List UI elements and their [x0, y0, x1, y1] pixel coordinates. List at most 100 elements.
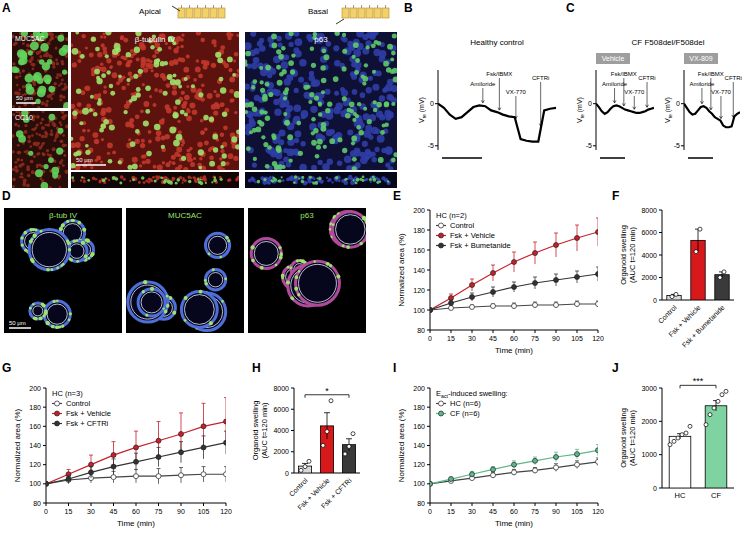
cell: [20, 172, 23, 175]
cell: [181, 34, 184, 37]
cell: [266, 180, 270, 184]
stain: [145, 313, 148, 316]
marker: [533, 303, 538, 308]
cell: [211, 63, 216, 68]
cell: [384, 102, 389, 107]
cell: [362, 81, 366, 85]
annotation: Amiloride: [470, 81, 496, 87]
cell: [22, 42, 25, 45]
cell: [175, 167, 181, 170]
micrograph: [4, 208, 122, 333]
cell: [331, 181, 333, 183]
cell: [253, 48, 259, 54]
schematic-cell: [342, 8, 349, 18]
arrow-head: [498, 108, 501, 111]
cell: [61, 88, 63, 90]
cell: [26, 184, 30, 188]
cell: [49, 114, 56, 121]
y-tick-label: 80: [417, 327, 425, 334]
arrow-head: [646, 105, 649, 108]
cell: [37, 106, 40, 108]
cell: [187, 175, 190, 178]
organoid: [333, 212, 366, 248]
marker: [134, 459, 139, 464]
cell: [65, 37, 68, 41]
cell: [314, 181, 318, 185]
y-tick: [427, 310, 430, 311]
cell: [251, 85, 255, 89]
cell: [180, 110, 185, 115]
y-axis-label: Organoid swelling: [619, 225, 628, 285]
cell: [186, 149, 190, 153]
stain: [86, 239, 90, 243]
cell: [318, 112, 322, 116]
stain: [56, 300, 59, 303]
cell: [298, 151, 303, 156]
cell: [58, 73, 62, 77]
cell: [17, 151, 21, 155]
cell: [277, 80, 283, 86]
stain: [39, 316, 43, 320]
cell: [100, 111, 106, 117]
cell: [121, 55, 125, 59]
stain: [68, 319, 71, 322]
marker: [111, 453, 116, 458]
cell: [184, 95, 189, 100]
cell: [12, 185, 15, 188]
cell: [28, 50, 33, 55]
stain: [292, 298, 294, 300]
cell: [52, 147, 56, 151]
cell: [213, 147, 218, 152]
y-tick: [659, 277, 662, 278]
cell: [63, 102, 68, 108]
cell: [93, 112, 98, 117]
cell: [60, 139, 64, 143]
cell: [377, 135, 385, 143]
cell: [168, 46, 172, 50]
marker: [134, 474, 139, 479]
cell: [386, 67, 391, 72]
cell: [369, 33, 376, 40]
marker: [179, 432, 184, 437]
arrow-head: [700, 101, 703, 104]
cell: [278, 139, 284, 145]
cell: [50, 129, 53, 132]
cell: [373, 100, 377, 104]
marker: [575, 275, 580, 280]
cell: [372, 84, 379, 91]
x-tick: [68, 503, 69, 506]
marker: [46, 481, 49, 486]
arrow-head: [481, 100, 484, 103]
y-tick: [43, 407, 46, 408]
cell: [289, 159, 293, 163]
bar-chart: 02000400060008000Organoid swelling(AUC t…: [251, 385, 360, 512]
x-tick: [136, 503, 137, 506]
cell: [274, 89, 281, 96]
cell: [254, 181, 256, 183]
error-bar: [449, 306, 453, 310]
marker: [46, 481, 49, 486]
schematic-cell: [218, 8, 225, 18]
series-line: [430, 232, 598, 310]
error-bar: [157, 447, 161, 466]
cell: [169, 160, 172, 163]
stain: [29, 307, 31, 309]
cell: [199, 157, 202, 160]
cell: [294, 138, 299, 143]
cell: [209, 117, 214, 122]
organoid: [205, 233, 229, 257]
stain: [82, 228, 86, 232]
x-axis-label: Time (min): [495, 346, 533, 355]
marker: [554, 278, 559, 283]
arrow: [336, 19, 344, 24]
cell: [60, 82, 63, 85]
x-tick: [535, 330, 536, 333]
cell: [103, 85, 106, 88]
marker: [134, 445, 139, 450]
cell: [12, 66, 18, 73]
cell: [201, 84, 205, 88]
label-part: (mV): [418, 97, 426, 114]
cell: [28, 151, 33, 156]
stain: [30, 258, 34, 262]
y-axis-label: Vte (mV): [418, 97, 427, 123]
